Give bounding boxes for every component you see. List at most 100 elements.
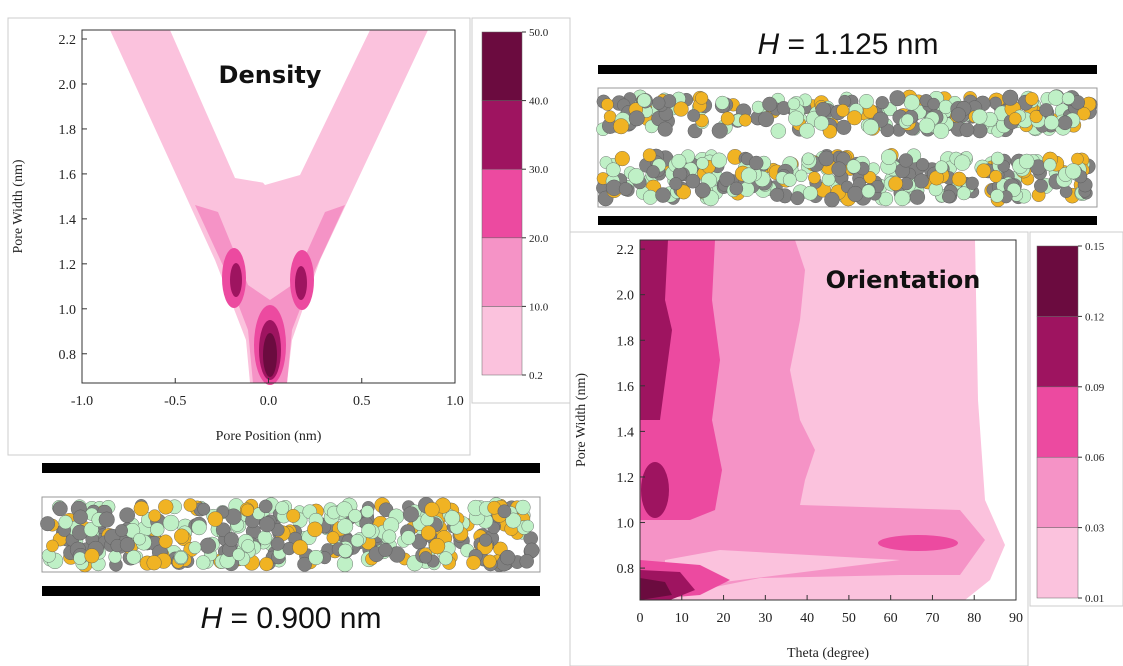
- atom: [196, 555, 210, 569]
- colorbar-label: 20.0: [529, 233, 549, 245]
- colorbar-band: [482, 306, 522, 375]
- structure-label: H = 0.900 nm: [201, 602, 382, 635]
- atom: [952, 172, 966, 186]
- colorbar-label: 0.06: [1085, 452, 1105, 464]
- atom: [758, 111, 773, 126]
- atom: [134, 501, 149, 516]
- x-tick-label: 0.5: [353, 394, 371, 409]
- atom: [259, 516, 275, 532]
- atom: [445, 510, 460, 525]
- atom: [271, 537, 284, 550]
- y-tick-label: 1.2: [59, 258, 77, 273]
- x-tick-label: -1.0: [71, 394, 93, 409]
- x-tick-label: 10: [675, 611, 689, 626]
- atom: [791, 191, 804, 204]
- atom: [890, 90, 906, 106]
- atom: [889, 176, 903, 190]
- atom: [258, 531, 272, 545]
- y-tick-label: 2.2: [617, 243, 635, 258]
- contour-region: [641, 462, 669, 518]
- colorbar-band: [482, 32, 522, 101]
- colorbar-label: 0.12: [1085, 311, 1104, 323]
- atom: [1009, 112, 1021, 124]
- atom: [1062, 92, 1075, 105]
- atom: [150, 523, 164, 537]
- x-tick-label: 20: [717, 611, 731, 626]
- atom: [933, 123, 949, 139]
- atom: [643, 149, 656, 162]
- x-tick-label: 70: [925, 611, 939, 626]
- atom: [1048, 90, 1064, 106]
- structure-label: H = 1.125 nm: [758, 28, 939, 61]
- x-tick-label: 30: [758, 611, 772, 626]
- atom: [669, 177, 682, 190]
- y-tick-label: 1.0: [59, 303, 77, 318]
- atom: [351, 534, 364, 547]
- atom: [771, 124, 786, 139]
- colorbar-band: [1037, 528, 1078, 598]
- atom: [712, 123, 728, 139]
- atom: [483, 555, 496, 568]
- atom: [200, 538, 216, 554]
- atom: [500, 550, 515, 565]
- atom: [652, 97, 665, 110]
- atom: [1034, 179, 1047, 192]
- y-axis-label: Pore Width (nm): [574, 373, 589, 467]
- atom: [242, 539, 255, 552]
- atom: [837, 104, 850, 117]
- contour-region: [230, 263, 242, 297]
- atom: [919, 118, 935, 134]
- atom: [928, 98, 940, 110]
- atom: [899, 153, 913, 167]
- atom: [498, 505, 511, 518]
- atom: [647, 165, 660, 178]
- y-tick-label: 2.2: [59, 33, 77, 48]
- atom: [687, 109, 699, 121]
- atom: [149, 510, 161, 522]
- atom: [159, 535, 173, 549]
- colorbar-label: 50.0: [529, 27, 549, 39]
- atom: [730, 182, 743, 195]
- colorbar-label: 10.0: [529, 301, 549, 313]
- y-tick-label: 1.0: [617, 517, 635, 532]
- atom: [674, 102, 689, 117]
- atom: [198, 503, 210, 515]
- atom: [862, 185, 875, 198]
- atom: [942, 190, 955, 203]
- atom: [604, 111, 616, 123]
- atom: [935, 161, 948, 174]
- atom: [972, 109, 987, 124]
- atom: [991, 152, 1004, 165]
- colorbar-label: 0.03: [1085, 523, 1105, 535]
- wall: [598, 65, 1097, 74]
- atom: [990, 170, 1002, 182]
- atom: [954, 155, 970, 171]
- atom: [799, 123, 814, 138]
- atom: [613, 119, 628, 134]
- atom: [686, 174, 700, 188]
- wall: [42, 463, 540, 473]
- atom: [1002, 90, 1018, 106]
- atom: [863, 119, 879, 135]
- wall: [598, 216, 1097, 225]
- atom: [53, 501, 68, 516]
- atom: [695, 92, 708, 105]
- atom: [382, 530, 396, 544]
- atom: [977, 164, 991, 178]
- symbol: H: [758, 28, 780, 61]
- atom: [606, 163, 620, 177]
- y-tick-label: 0.8: [617, 562, 635, 577]
- atom: [379, 543, 393, 557]
- atom: [788, 98, 800, 110]
- atom: [429, 538, 445, 554]
- x-tick-label: 0.0: [260, 394, 278, 409]
- atom: [120, 537, 135, 552]
- colorbar-band: [1037, 246, 1078, 316]
- atom: [522, 520, 534, 532]
- atom: [672, 154, 686, 168]
- atom: [338, 544, 352, 558]
- atom: [637, 94, 651, 108]
- x-tick-label: 40: [800, 611, 814, 626]
- atom: [629, 111, 644, 126]
- atom: [287, 509, 300, 522]
